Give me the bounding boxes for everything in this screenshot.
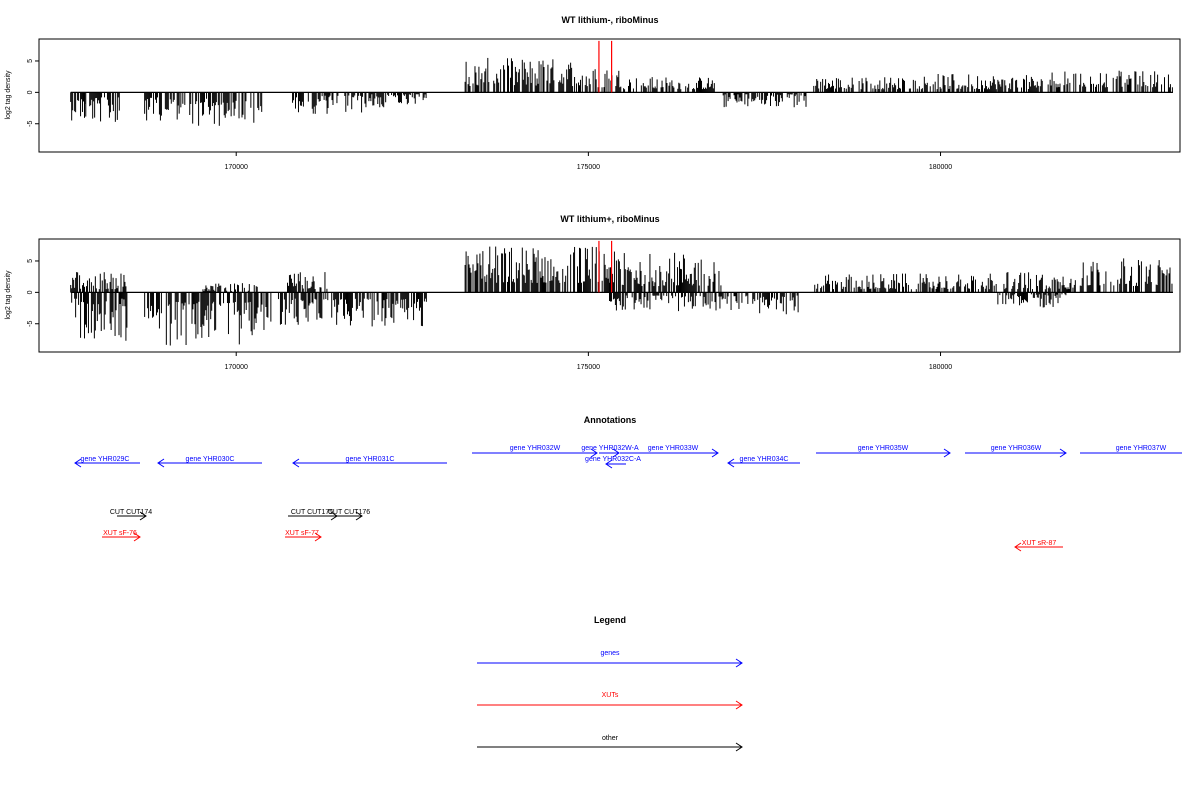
legend-label: genes: [600, 650, 620, 657]
y-tick-label: 5: [27, 259, 34, 263]
xut-label: XUT sF-76: [103, 530, 137, 537]
xut-feature: XUT sF-77: [285, 530, 322, 542]
panel-2-markers: [598, 240, 613, 293]
cut-label: CUT CUT174: [110, 509, 152, 516]
legend-item-other: other: [477, 735, 743, 752]
cut-feature: CUT CUT176: [325, 509, 370, 521]
panel-2-plot-frame: [38, 238, 1181, 353]
gene-label: gene YHR032W: [510, 445, 561, 452]
x-tick-label: 170000: [225, 164, 248, 171]
panel-2: WT lithium+, riboMinus log2 tag density …: [5, 214, 1181, 371]
panel-2-y-label: log2 tag density: [5, 270, 12, 320]
gene-label: gene YHR035W: [858, 445, 909, 452]
y-tick-label: 0: [27, 290, 34, 294]
x-tick-label: 175000: [577, 164, 600, 171]
legend-label: other: [602, 735, 619, 742]
panel-2-x-axis: 170000 175000 180000: [225, 352, 952, 371]
cut-label: CUT CUT175: [291, 509, 333, 516]
panel-2-y-axis: 5 0 -5: [27, 259, 39, 327]
gene-label: gene YHR029C: [81, 456, 130, 463]
other-tracks: CUT CUT174 CUT CUT175 CUT CUT176: [110, 509, 370, 521]
gene-feature: gene YHR033W: [620, 445, 719, 458]
legend-label: XUTs: [602, 692, 619, 699]
y-tick-label: -5: [27, 121, 34, 127]
x-tick-label: 175000: [577, 364, 600, 371]
panel-2-title: WT lithium+, riboMinus: [560, 214, 659, 224]
xut-tracks: XUT sF-76 XUT sF-77 XUT sR-87: [102, 530, 1063, 552]
x-tick-label: 180000: [929, 364, 952, 371]
legend-item-xuts: XUTs: [477, 692, 743, 710]
gene-feature: gene YHR034C: [727, 456, 800, 468]
gene-label: gene YHR037W: [1116, 445, 1167, 452]
gene-feature: gene YHR031C: [292, 456, 447, 468]
panel-1-markers: [598, 40, 613, 93]
y-tick-label: 0: [27, 90, 34, 94]
panel-1-y-label: log2 tag density: [5, 70, 12, 120]
gene-feature: gene YHR037W: [1080, 445, 1182, 454]
panel-1: WT lithium-, riboMinus log2 tag density …: [5, 15, 1181, 171]
gene-label: gene YHR031C: [346, 456, 395, 463]
legend-title: Legend: [594, 615, 626, 625]
xut-feature: XUT sR-87: [1014, 540, 1063, 552]
gene-feature: gene YHR036W: [965, 445, 1067, 458]
gene-label: gene YHR032W-A: [581, 445, 639, 452]
gene-label: gene YHR030C: [186, 456, 235, 463]
panel-1-y-axis: 5 0 -5: [27, 59, 39, 127]
xut-label: XUT sR-87: [1022, 540, 1057, 547]
panel-2-density-bars: [70, 246, 1173, 346]
y-tick-label: -5: [27, 321, 34, 327]
y-tick-label: 5: [27, 59, 34, 63]
gene-feature: gene YHR032W-A: [581, 445, 639, 458]
gene-label: gene YHR036W: [991, 445, 1042, 452]
gene-feature: gene YHR030C: [157, 456, 262, 468]
xut-feature: XUT sF-76: [102, 530, 141, 542]
legend: Legend genes XUTs other: [477, 615, 743, 752]
x-tick-label: 170000: [225, 364, 248, 371]
x-tick-label: 180000: [929, 164, 952, 171]
gene-feature: gene YHR029C: [74, 456, 140, 468]
gene-label: gene YHR033W: [648, 445, 699, 452]
gene-label: gene YHR034C: [740, 456, 789, 463]
panel-1-title: WT lithium-, riboMinus: [562, 15, 659, 25]
gene-tracks: gene YHR029C gene YHR030C gene YHR031C g…: [74, 445, 1182, 469]
panel-1-x-axis: 170000 175000 180000: [225, 152, 952, 171]
cut-feature: CUT CUT174: [110, 509, 152, 521]
gene-feature: gene YHR035W: [816, 445, 951, 458]
xut-label: XUT sF-77: [285, 530, 319, 537]
gene-label: gene YHR032C-A: [585, 456, 641, 463]
cut-label: CUT CUT176: [328, 509, 370, 516]
panel-1-density-bars: [70, 57, 1173, 126]
annotations-title: Annotations: [584, 415, 637, 425]
legend-item-genes: genes: [477, 650, 743, 668]
gene-feature: gene YHR032W: [472, 445, 598, 458]
panel-1-plot-frame: [38, 38, 1181, 153]
gene-feature: gene YHR032C-A: [585, 456, 641, 469]
